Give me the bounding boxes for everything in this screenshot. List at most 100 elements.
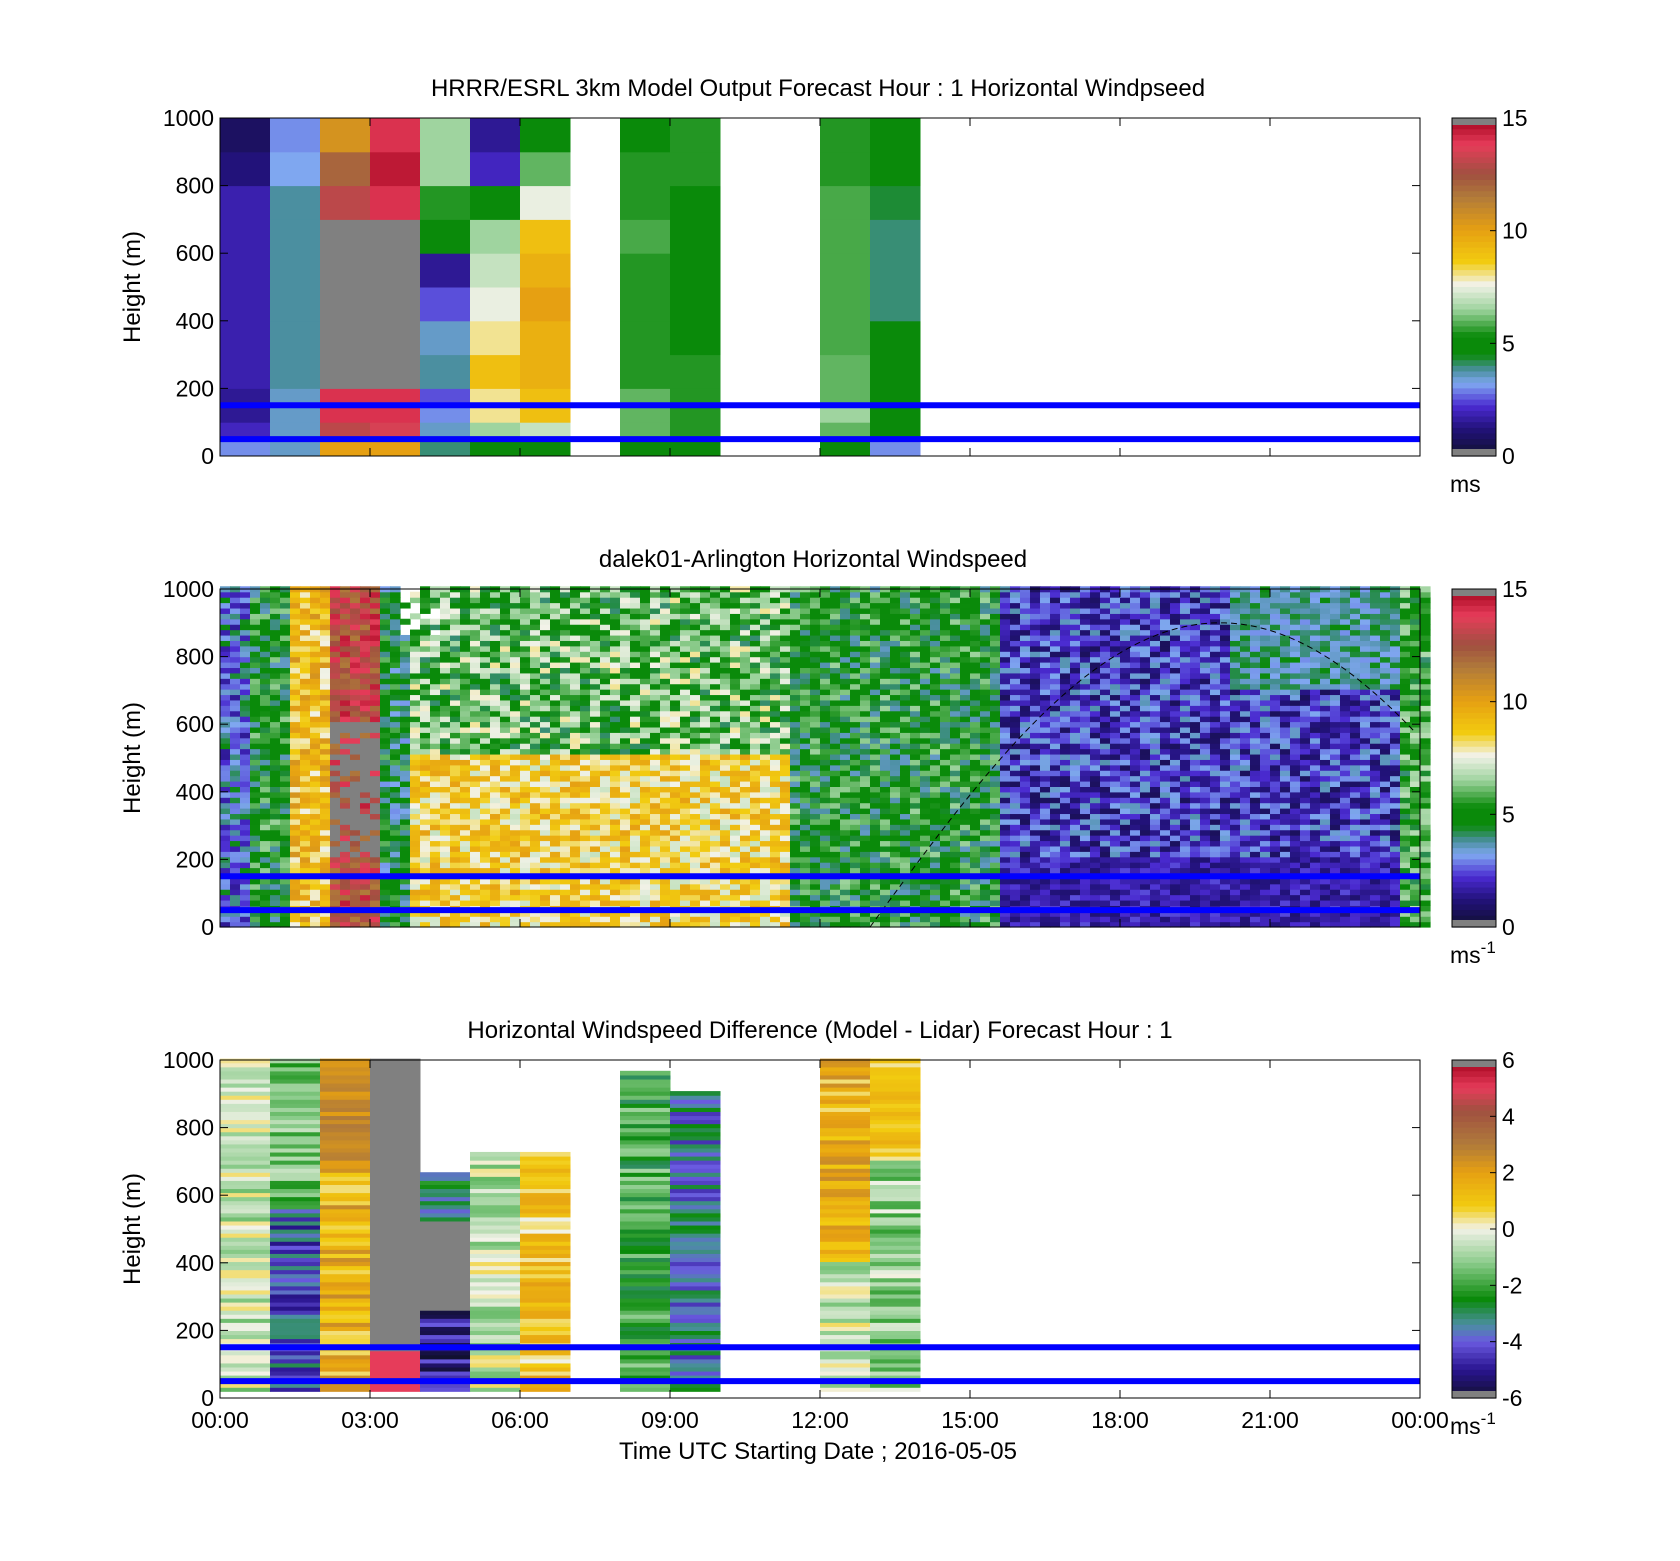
heatmap-cell: [530, 694, 541, 701]
heatmap-cell: [420, 253, 471, 288]
heatmap-cell: [620, 845, 631, 852]
heatmap-cell: [280, 656, 291, 663]
heatmap-cell: [580, 689, 591, 696]
heatmap-cell: [220, 219, 271, 254]
heatmap-cell: [680, 656, 691, 663]
heatmap-cell: [840, 683, 851, 690]
heatmap-cell: [270, 651, 281, 658]
heatmap-cell: [820, 835, 831, 842]
heatmap-cell: [250, 829, 261, 836]
heatmap-cell: [370, 591, 381, 598]
heatmap-cell: [780, 797, 791, 804]
heatmap-cell: [720, 607, 731, 614]
heatmap-cell: [560, 845, 571, 852]
heatmap-cell: [600, 867, 611, 874]
heatmap-cell: [680, 845, 691, 852]
heatmap-cell: [540, 856, 551, 863]
heatmap-cell: [330, 748, 341, 755]
heatmap-cell: [760, 829, 771, 836]
heatmap-cell: [320, 748, 331, 755]
heatmap-cell: [840, 791, 851, 798]
heatmap-cell: [530, 791, 541, 798]
heatmap-cell: [520, 721, 531, 728]
heatmap-cell: [730, 867, 741, 874]
heatmap-cell: [630, 651, 641, 658]
heatmap-cell: [490, 797, 501, 804]
heatmap-cell: [440, 629, 451, 636]
heatmap-cell: [630, 678, 641, 685]
heatmap-cell: [540, 651, 551, 658]
heatmap-cell: [350, 845, 361, 852]
heatmap-cell: [240, 667, 251, 674]
heatmap-cell: [910, 797, 921, 804]
heatmap-cell: [510, 786, 521, 793]
heatmap-cell: [720, 824, 731, 831]
heatmap-cell: [870, 705, 881, 712]
heatmap-cell: [620, 759, 631, 766]
heatmap-cell: [300, 829, 311, 836]
heatmap-cell: [530, 753, 541, 760]
y-tick-label: 800: [176, 173, 214, 199]
heatmap-cell: [900, 624, 911, 631]
heatmap-cell: [670, 716, 681, 723]
heatmap-cell: [800, 889, 811, 896]
heatmap-cell: [380, 845, 391, 852]
heatmap-cell: [550, 721, 561, 728]
heatmap-cell: [350, 597, 361, 604]
heatmap-cell: [780, 667, 791, 674]
heatmap-cell: [670, 689, 681, 696]
heatmap-cell: [680, 710, 691, 717]
heatmap-cell: [710, 678, 721, 685]
heatmap-cell: [340, 618, 351, 625]
heatmap-cell: [650, 759, 661, 766]
heatmap-cell: [820, 388, 871, 406]
heatmap-cell: [900, 667, 911, 674]
heatmap-cell: [530, 883, 541, 890]
heatmap-cell: [830, 732, 841, 739]
heatmap-cell: [790, 791, 801, 798]
heatmap-cell: [220, 689, 231, 696]
heatmap-cell: [430, 662, 441, 669]
heatmap-cell: [640, 753, 651, 760]
heatmap-cell: [340, 753, 351, 760]
heatmap-cell: [750, 808, 761, 815]
heatmap-cell: [720, 694, 731, 701]
heatmap-cell: [370, 862, 381, 869]
heatmap-cell: [930, 791, 941, 798]
heatmap-cell: [730, 824, 741, 831]
heatmap-cell: [630, 845, 641, 852]
heatmap-cell: [730, 759, 741, 766]
heatmap-cell: [450, 726, 461, 733]
heatmap-cell: [700, 602, 711, 609]
heatmap-cell: [300, 689, 311, 696]
heatmap-cell: [280, 597, 291, 604]
heatmap-cell: [320, 910, 331, 917]
heatmap-cell: [220, 656, 231, 663]
heatmap-cell: [810, 689, 821, 696]
heatmap-cell: [840, 775, 851, 782]
heatmap-cell: [770, 786, 781, 793]
heatmap-cell: [710, 889, 721, 896]
heatmap-cell: [220, 683, 231, 690]
heatmap-cell: [320, 439, 371, 457]
heatmap-cell: [630, 921, 641, 928]
heatmap-cell: [590, 667, 601, 674]
heatmap-cell: [820, 667, 831, 674]
heatmap-cell: [680, 597, 691, 604]
heatmap-cell: [820, 770, 831, 777]
heatmap-cell: [880, 867, 891, 874]
heatmap-cell: [530, 613, 541, 620]
heatmap-cell: [470, 602, 481, 609]
heatmap-cell: [350, 748, 361, 755]
heatmap-cell: [620, 151, 671, 187]
heatmap-cell: [540, 732, 551, 739]
heatmap-cell: [800, 856, 811, 863]
heatmap-cell: [230, 591, 241, 598]
heatmap-cell: [300, 651, 311, 658]
heatmap-cell: [910, 921, 921, 928]
heatmap-cell: [850, 629, 861, 636]
heatmap-cell: [800, 851, 811, 858]
heatmap-cell: [610, 737, 621, 744]
heatmap-cell: [320, 797, 331, 804]
heatmap-cell: [710, 732, 721, 739]
